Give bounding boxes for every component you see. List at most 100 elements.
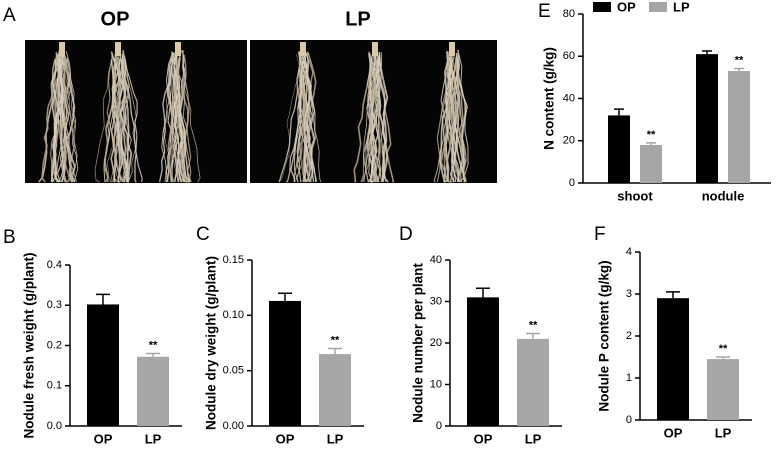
root	[113, 58, 129, 183]
root	[353, 58, 372, 183]
stem	[449, 42, 455, 56]
bar	[728, 71, 750, 183]
root	[173, 51, 180, 183]
y-tick-label: 4	[626, 246, 632, 258]
y-tick-label: 3	[626, 288, 632, 300]
y-tick-label: 10	[430, 378, 442, 390]
root	[173, 51, 182, 183]
root	[112, 56, 120, 183]
root	[161, 58, 175, 183]
root	[449, 49, 460, 183]
y-tick-label: 0.05	[223, 365, 244, 377]
panel-letter: B	[3, 227, 16, 248]
error-bar	[278, 292, 292, 301]
x-tick-label: LP	[145, 431, 162, 446]
root	[168, 51, 178, 183]
root	[57, 51, 76, 183]
root	[113, 55, 125, 183]
root	[184, 55, 201, 183]
error-bar	[146, 352, 160, 357]
root	[51, 59, 59, 183]
bar	[657, 298, 689, 420]
root	[298, 55, 306, 183]
x-tick-label: LP	[525, 431, 542, 446]
panel-letter: C	[196, 224, 210, 245]
root	[295, 53, 308, 183]
error-bar	[646, 142, 656, 145]
root	[113, 58, 122, 183]
root	[50, 56, 64, 183]
y-tick-label: 0.1	[47, 380, 62, 392]
error-bar	[476, 287, 490, 298]
annotation: **	[331, 334, 340, 346]
annotation: **	[735, 54, 744, 66]
photo-label: OP	[101, 8, 130, 30]
root	[55, 56, 68, 183]
y-tick-label: 2	[626, 330, 632, 342]
root	[124, 56, 137, 183]
roots	[38, 42, 469, 183]
root	[443, 51, 450, 183]
y-tick-label: 40	[430, 254, 442, 266]
x-tick-label: OP	[94, 431, 113, 446]
root	[363, 52, 371, 183]
y-tick-label: 0.10	[223, 309, 244, 321]
x-tick-label: OP	[474, 431, 493, 446]
x-tick-label: OP	[664, 425, 683, 440]
y-axis-label: Nodule dry weight (g/plant)	[204, 256, 219, 430]
error-bar	[702, 50, 712, 55]
root	[453, 57, 467, 183]
root	[449, 56, 460, 183]
y-tick-label: 1	[626, 372, 632, 384]
legend-swatch	[593, 2, 611, 12]
y-tick-label: 0.15	[223, 254, 244, 266]
root	[94, 56, 113, 183]
y-tick-label: 0	[569, 177, 575, 189]
root	[57, 56, 68, 183]
y-axis-label: Nodule fresh weight (g/plant)	[22, 253, 37, 439]
bar	[608, 115, 630, 183]
x-tick-label: OP	[276, 431, 295, 446]
root	[371, 50, 388, 183]
root	[303, 53, 314, 183]
panel-letter: E	[538, 1, 551, 22]
root	[179, 50, 188, 183]
y-axis-label: Nodule number per plant	[411, 263, 426, 423]
annotation: **	[719, 343, 728, 355]
x-tick-label: LP	[327, 431, 344, 446]
stem	[175, 42, 181, 56]
root	[118, 52, 132, 183]
y-tick-label: 20	[563, 135, 575, 147]
x-tick-label: shoot	[617, 188, 653, 203]
y-tick-label: 0.3	[47, 299, 62, 311]
annotation: **	[149, 339, 158, 351]
y-tick-label: 0	[626, 414, 632, 426]
error-bar	[328, 347, 342, 355]
legend-swatch	[649, 2, 667, 12]
error-bar	[666, 291, 680, 299]
error-bar	[96, 293, 110, 305]
root	[41, 57, 57, 183]
y-axis-label: Nodule P content (g/kg)	[597, 260, 612, 411]
y-axis-label: N content (g/kg)	[542, 47, 557, 150]
y-tick-label: 60	[563, 50, 575, 62]
bar	[696, 54, 718, 184]
y-tick-label: 80	[563, 8, 575, 20]
stem	[300, 42, 306, 56]
stem	[115, 42, 121, 56]
root	[165, 53, 178, 182]
y-tick-label: 0.00	[223, 420, 244, 432]
panel-letter: D	[399, 224, 413, 245]
root	[106, 59, 123, 183]
root	[174, 57, 186, 183]
bar	[517, 338, 549, 426]
root	[303, 59, 313, 183]
root	[298, 56, 310, 183]
y-tick-label: 40	[563, 92, 575, 104]
root	[278, 51, 301, 183]
legend-label: LP	[673, 0, 690, 14]
root	[363, 59, 382, 183]
bar	[137, 356, 169, 426]
